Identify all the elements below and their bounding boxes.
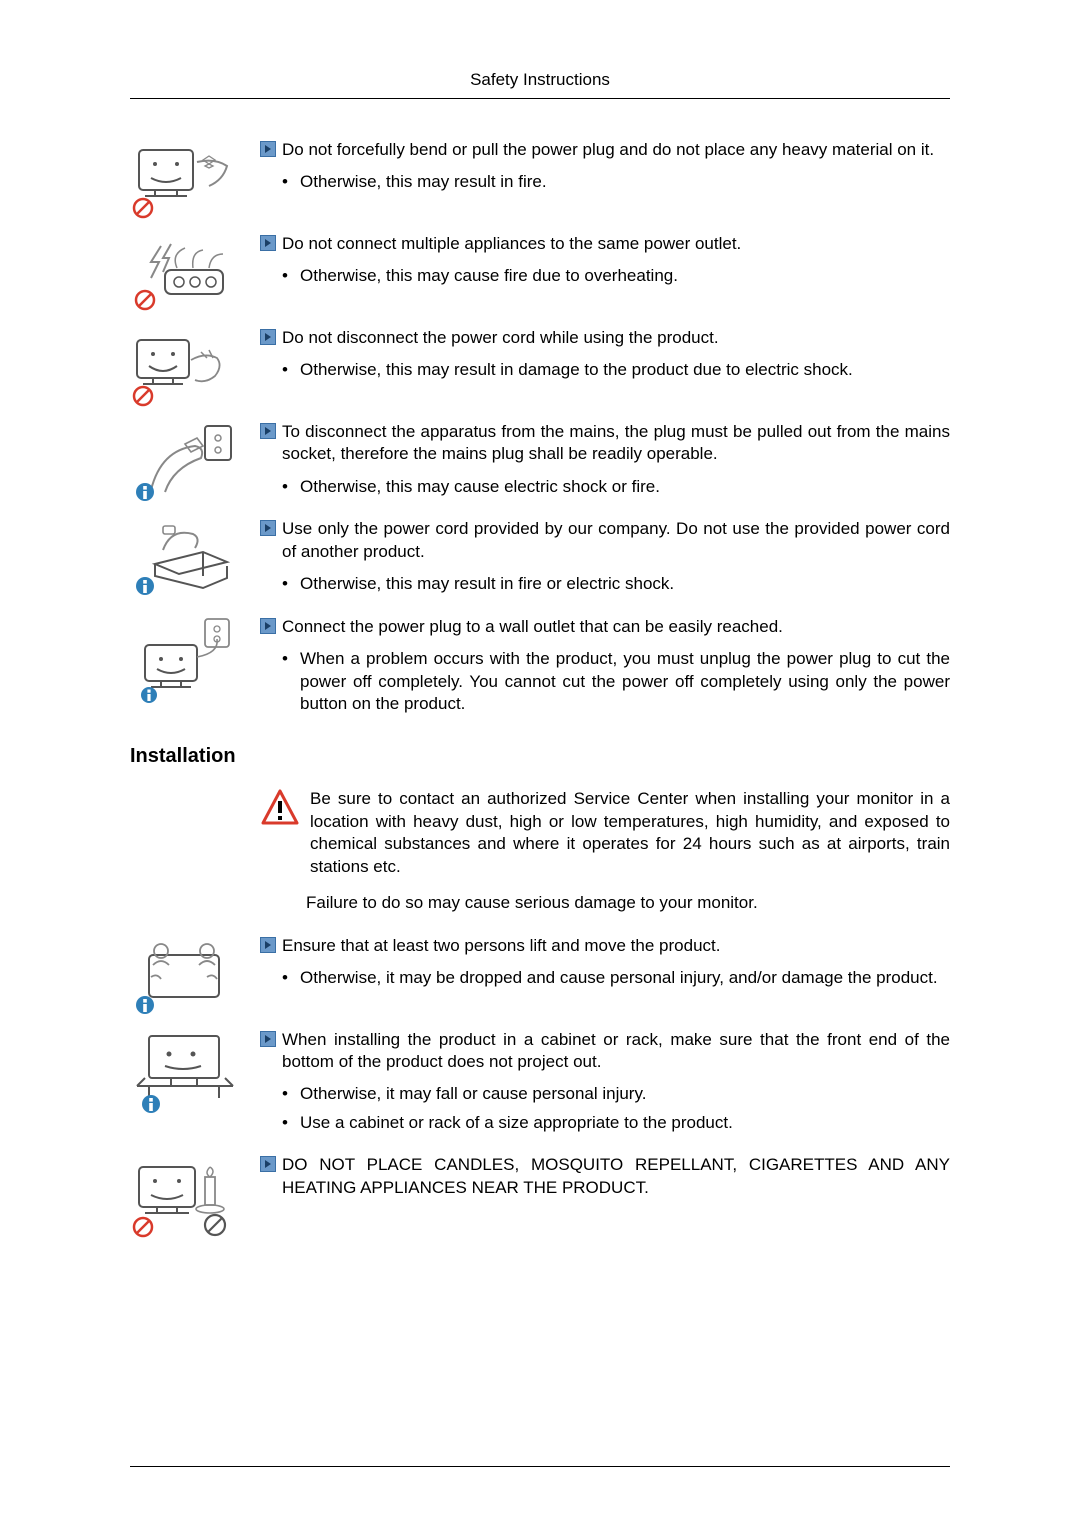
icon-column [130, 421, 260, 503]
safety-item: To disconnect the apparatus from the mai… [130, 421, 950, 506]
warning-text: Be sure to contact an authorized Service… [310, 788, 950, 878]
bullet-list: Otherwise, this may cause electric shock… [260, 476, 950, 498]
bullet-list: When a problem occurs with the product, … [260, 648, 950, 715]
item-heading: Ensure that at least two persons lift an… [260, 935, 950, 957]
arrow-icon [260, 520, 276, 536]
text-column: Use only the power cord provided by our … [260, 518, 950, 603]
safety-item: Connect the power plug to a wall outlet … [130, 616, 950, 724]
arrow-icon [260, 329, 276, 345]
bullet-item: Otherwise, this may cause fire due to ov… [282, 265, 950, 287]
safety-item: Do not connect multiple appliances to th… [130, 233, 950, 315]
candle-prohibit-icon [130, 1156, 242, 1236]
heading-text: Do not forcefully bend or pull the power… [282, 139, 950, 161]
text-column: To disconnect the apparatus from the mai… [260, 421, 950, 506]
page-header-title: Safety Instructions [130, 70, 950, 98]
bullet-item: Otherwise, this may result in fire or el… [282, 573, 950, 595]
icon-column [130, 233, 260, 315]
icon-column [130, 935, 260, 1017]
arrow-icon [260, 937, 276, 953]
warning-triangle-icon [260, 788, 304, 828]
arrow-icon [260, 423, 276, 439]
cabinet-info-icon [130, 1031, 242, 1111]
safety-item: Do not disconnect the power cord while u… [130, 327, 950, 409]
monitor-cord-prohibit-icon [130, 141, 242, 221]
bullet-list: Otherwise, this may result in fire or el… [260, 573, 950, 595]
monitor-wallplug-info-icon [130, 618, 242, 698]
bullet-item: Otherwise, this may cause electric shock… [282, 476, 950, 498]
safety-item: Do not forcefully bend or pull the power… [130, 139, 950, 221]
icon-column [130, 518, 260, 600]
item-heading: Do not connect multiple appliances to th… [260, 233, 950, 255]
text-column: Do not connect multiple appliances to th… [260, 233, 950, 296]
arrow-icon [260, 1156, 276, 1172]
item-heading: Connect the power plug to a wall outlet … [260, 616, 950, 638]
bullet-list: Otherwise, this may result in fire. [260, 171, 950, 193]
icon-column [130, 139, 260, 221]
heading-text: Use only the power cord provided by our … [282, 518, 950, 563]
item-heading: To disconnect the apparatus from the mai… [260, 421, 950, 466]
heading-text: Do not connect multiple appliances to th… [282, 233, 950, 255]
heading-text: Connect the power plug to a wall outlet … [282, 616, 950, 638]
safety-item: Use only the power cord provided by our … [130, 518, 950, 603]
multiplug-prohibit-icon [130, 235, 242, 315]
text-column: Connect the power plug to a wall outlet … [260, 616, 950, 724]
bullet-item: Use a cabinet or rack of a size appropri… [282, 1112, 950, 1134]
heading-text: Do not disconnect the power cord while u… [282, 327, 950, 349]
bullet-item: Otherwise, this may result in damage to … [282, 359, 950, 381]
monitor-unplug-prohibit-icon [130, 329, 242, 409]
bullet-list: Otherwise, this may cause fire due to ov… [260, 265, 950, 287]
heading-text: To disconnect the apparatus from the mai… [282, 421, 950, 466]
text-column: DO NOT PLACE CANDLES, MOSQUITO REPELLANT… [260, 1154, 950, 1209]
heading-text: DO NOT PLACE CANDLES, MOSQUITO REPELLANT… [282, 1154, 950, 1199]
bullet-list: Otherwise, it may be dropped and cause p… [260, 967, 950, 989]
icon-column [130, 327, 260, 409]
item-heading: DO NOT PLACE CANDLES, MOSQUITO REPELLANT… [260, 1154, 950, 1199]
icon-column [130, 1029, 260, 1111]
page: Safety Instructions [0, 0, 1080, 1527]
icon-column [130, 616, 260, 698]
two-persons-info-icon [130, 937, 242, 1017]
text-column: Do not forcefully bend or pull the power… [260, 139, 950, 202]
text-column: Do not disconnect the power cord while u… [260, 327, 950, 390]
icon-column [130, 1154, 260, 1236]
item-heading: When installing the product in a cabinet… [260, 1029, 950, 1074]
bullet-list: Otherwise, it may fall or cause personal… [260, 1083, 950, 1134]
heading-text: When installing the product in a cabinet… [282, 1029, 950, 1074]
safety-item: Ensure that at least two persons lift an… [130, 935, 950, 1017]
cord-box-info-icon [130, 520, 242, 600]
bullet-item: Otherwise, this may result in fire. [282, 171, 950, 193]
item-heading: Use only the power cord provided by our … [260, 518, 950, 563]
arrow-icon [260, 235, 276, 251]
hand-plug-info-icon [130, 423, 242, 503]
safety-item: When installing the product in a cabinet… [130, 1029, 950, 1143]
text-column: Ensure that at least two persons lift an… [260, 935, 950, 998]
header-rule [130, 98, 950, 99]
bullet-item: When a problem occurs with the product, … [282, 648, 950, 715]
item-heading: Do not forcefully bend or pull the power… [260, 139, 950, 161]
heading-text: Ensure that at least two persons lift an… [282, 935, 950, 957]
section-title: Installation [130, 745, 950, 768]
warning-follow-text: Failure to do so may cause serious damag… [130, 892, 950, 914]
warning-block: Be sure to contact an authorized Service… [130, 788, 950, 878]
item-heading: Do not disconnect the power cord while u… [260, 327, 950, 349]
bullet-list: Otherwise, this may result in damage to … [260, 359, 950, 381]
arrow-icon [260, 618, 276, 634]
arrow-icon [260, 1031, 276, 1047]
footer-rule [130, 1466, 950, 1467]
text-column: When installing the product in a cabinet… [260, 1029, 950, 1143]
bullet-item: Otherwise, it may fall or cause personal… [282, 1083, 950, 1105]
bullet-item: Otherwise, it may be dropped and cause p… [282, 967, 950, 989]
safety-item: DO NOT PLACE CANDLES, MOSQUITO REPELLANT… [130, 1154, 950, 1236]
arrow-icon [260, 141, 276, 157]
